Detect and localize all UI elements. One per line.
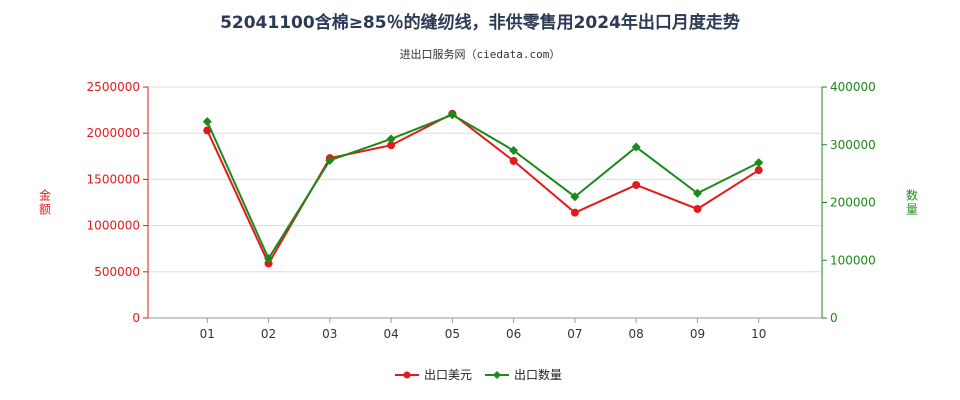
tick-labels: 0 500000 1000000 1500000 2000000 2500000 0 1000… bbox=[39, 80, 918, 341]
left-tick-label: 2000000 bbox=[87, 126, 140, 140]
series-line-1 bbox=[206, 112, 760, 266]
y-left-axis-title: 金 bbox=[39, 188, 51, 203]
x-tick-label: 06 bbox=[506, 327, 521, 341]
data-point-quantity bbox=[631, 142, 641, 152]
right-tick-label: 0 bbox=[830, 311, 838, 325]
data-point-quantity bbox=[570, 192, 580, 202]
data-point-quantity bbox=[264, 254, 274, 264]
x-tick-label: 10 bbox=[751, 327, 766, 341]
legend-marker bbox=[403, 371, 411, 379]
x-tick-label: 02 bbox=[261, 327, 276, 341]
x-tick-label: 07 bbox=[567, 327, 582, 341]
data-point-quantity bbox=[386, 134, 396, 144]
data-point-amount bbox=[754, 166, 763, 175]
left-tick-label: 0 bbox=[132, 311, 140, 325]
data-point-quantity bbox=[325, 155, 335, 165]
axes bbox=[143, 86, 827, 323]
left-tick-label: 1500000 bbox=[87, 172, 140, 186]
y-left-axis-title: 额 bbox=[39, 203, 51, 217]
data-point-quantity bbox=[692, 188, 702, 198]
left-tick-label: 500000 bbox=[94, 265, 140, 279]
legend-label: 出口数量 bbox=[514, 367, 562, 382]
x-tick-label: 03 bbox=[322, 327, 337, 341]
data-point-amount bbox=[632, 180, 641, 189]
x-tick-label: 09 bbox=[690, 327, 705, 341]
legend[interactable]: 出口美元 出口数量 bbox=[395, 367, 562, 382]
data-point-amount bbox=[387, 141, 396, 150]
data-point-amount bbox=[693, 204, 702, 213]
data-point-quantity bbox=[447, 110, 457, 120]
data-point-amount bbox=[264, 259, 273, 268]
y-right-axis-title: 量 bbox=[906, 203, 918, 217]
left-tick-label: 1000000 bbox=[87, 219, 140, 233]
right-tick-label: 300000 bbox=[830, 138, 876, 152]
legend-marker bbox=[493, 371, 501, 379]
chart-title: 52041100含棉≥85％的缝纫线，非供零售用2024年出口月度走势 bbox=[220, 13, 740, 33]
right-tick-label: 400000 bbox=[830, 80, 876, 94]
grid-lines bbox=[148, 86, 822, 273]
data-point-quantity bbox=[754, 158, 764, 168]
series-line-2 bbox=[206, 113, 760, 261]
x-tick-label: 05 bbox=[445, 327, 460, 341]
left-tick-label: 2500000 bbox=[87, 80, 140, 94]
x-tick-label: 04 bbox=[383, 327, 398, 341]
data-point-amount bbox=[509, 156, 518, 165]
legend-label: 出口美元 bbox=[424, 368, 472, 382]
right-tick-label: 200000 bbox=[830, 196, 876, 210]
data-point-quantity bbox=[202, 117, 212, 127]
series-layer bbox=[202, 109, 764, 268]
x-tick-label: 01 bbox=[200, 327, 215, 341]
chart-subtitle: 进出口服务网（ciedata.com） bbox=[399, 48, 561, 61]
data-point-amount bbox=[570, 208, 579, 217]
x-tick-label: 08 bbox=[629, 327, 644, 341]
right-tick-label: 100000 bbox=[830, 253, 876, 267]
data-point-quantity bbox=[509, 146, 519, 156]
y-right-axis-title: 数 bbox=[906, 188, 918, 203]
